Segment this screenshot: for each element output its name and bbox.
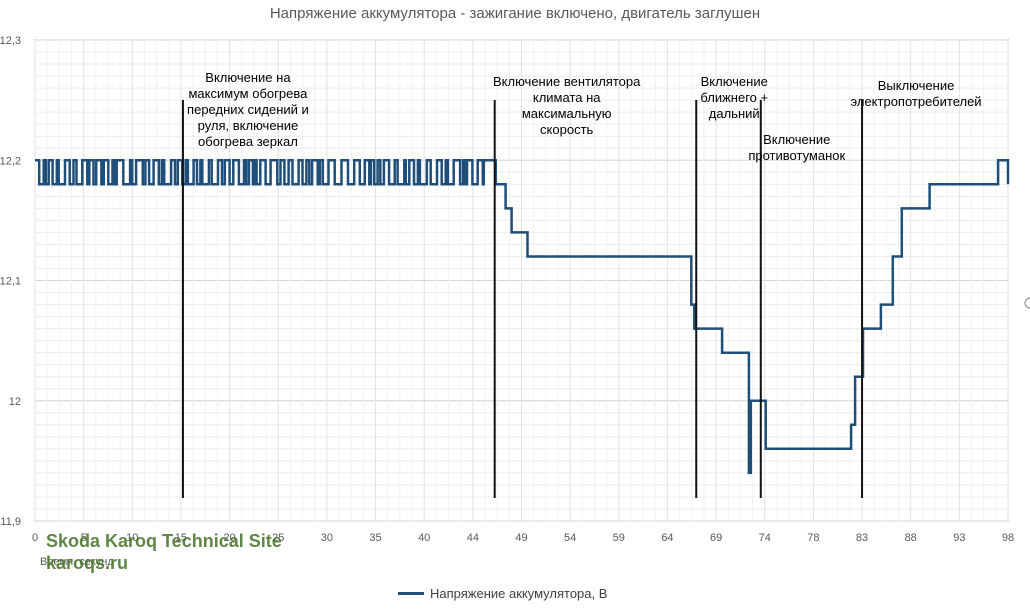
event-annotation: Включение противотуманок (748, 132, 846, 163)
x-tick-label: 83 (856, 532, 868, 544)
x-tick-label: 25 (272, 532, 284, 544)
y-tick-label: 12,1 (0, 276, 21, 288)
chart-title: Напряжение аккумулятора - зажигание вклю… (269, 5, 761, 22)
x-tick-label: 54 (564, 532, 576, 544)
watermark: Skoda Karoq Technical Site karoqs.ru (46, 530, 282, 574)
resize-handle (1024, 297, 1030, 309)
x-tick-label: 59 (613, 532, 625, 544)
x-axis-title: Время, секунд (40, 556, 114, 568)
x-tick-label: 0 (32, 532, 38, 544)
watermark-site-name: Skoda Karoq Technical Site (46, 531, 282, 551)
legend-line-swatch (398, 592, 424, 595)
x-tick-label: 20 (223, 532, 235, 544)
x-tick-label: 69 (710, 532, 722, 544)
event-annotation: Включение ближнего + дальний (700, 74, 769, 121)
x-tick-label: 5 (81, 532, 87, 544)
x-tick-label: 49 (515, 532, 527, 544)
x-tick-label: 15 (175, 532, 187, 544)
x-tick-label: 30 (321, 532, 333, 544)
x-tick-label: 74 (759, 532, 771, 544)
watermark-url: karoqs.ru (46, 553, 129, 573)
x-tick-label: 93 (953, 532, 965, 544)
x-tick-label: 98 (1002, 532, 1014, 544)
x-tick-label: 88 (905, 532, 917, 544)
event-annotation: Включение вентилятора климата на максима… (493, 74, 641, 137)
x-tick-label: 44 (467, 532, 479, 544)
x-tick-label: 78 (807, 532, 819, 544)
x-tick-label: 10 (126, 532, 138, 544)
y-tick-label: 12,3 (0, 35, 21, 47)
y-tick-label: 12,2 (0, 155, 21, 167)
legend: Напряжение аккумулятора, В (398, 586, 607, 601)
event-annotation: Выключение электропотребителей (850, 78, 982, 109)
x-tick-label: 64 (661, 532, 673, 544)
y-tick-label: 12 (9, 396, 21, 408)
event-annotation: Включение на максимум обогрева передних … (187, 70, 309, 149)
x-tick-label: 35 (369, 532, 381, 544)
series-line-voltage (35, 159, 1010, 475)
x-tick-label: 40 (418, 532, 430, 544)
y-tick-label: 11,9 (0, 516, 21, 528)
legend-label: Напряжение аккумулятора, В (430, 586, 608, 601)
